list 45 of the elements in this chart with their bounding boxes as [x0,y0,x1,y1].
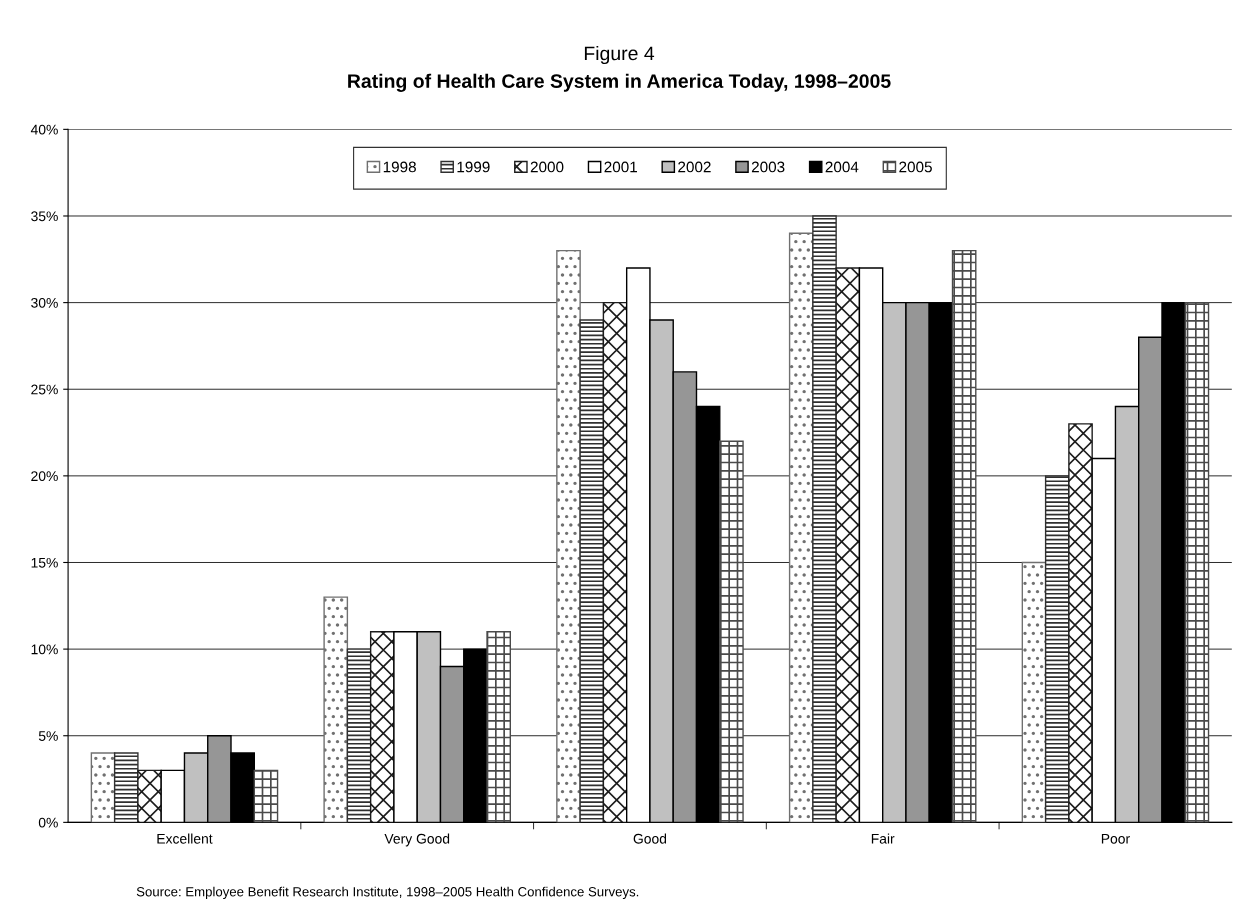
y-tick-label: 10% [31,644,58,655]
bar [556,249,581,823]
bar [346,648,372,823]
x-tick-label: Poor [1101,833,1130,844]
y-tick-label: 40% [30,124,58,135]
legend-label: 2002 [678,161,711,173]
y-tick-label: 30% [31,297,58,308]
legend-label: 2000 [530,161,564,173]
legend-label: 1999 [457,161,490,173]
bar [90,752,116,823]
x-tick-label: Excellent [157,833,213,844]
bar [579,319,605,823]
chart-title: Figure 4 [584,45,655,65]
bar [113,752,139,823]
x-tick-label: Very Good [384,833,450,847]
bar [137,769,162,823]
y-tick-label: 35% [31,211,58,222]
x-tick-label: Good [633,833,667,844]
bar [486,631,511,823]
bar [951,249,977,823]
bar [369,631,395,823]
bar [812,215,837,823]
chart-subtitle: Rating of Health Care System in America Today, 1998–2005 [348,73,891,92]
bar [1044,475,1070,823]
y-tick-label: 0% [38,817,58,828]
bar [323,596,349,823]
y-tick-label: 25% [31,384,58,395]
bar [788,232,814,823]
legend-label: 2004 [825,161,859,173]
source-note: Source: Employee Benefit Research Institute, 1998–2005 Health Confidence Surveys. [136,886,639,900]
legend-label: 2005 [899,161,932,173]
y-tick-label: 5% [38,731,58,741]
legend-label: 2003 [751,161,785,173]
bar [1184,301,1210,823]
bar [602,301,628,823]
legend-label: 1998 [383,161,416,173]
bar [719,440,744,823]
bar [1068,423,1093,823]
bar [835,267,861,823]
bar [1021,561,1047,823]
y-tick-label: 20% [31,471,58,482]
x-tick-label: Fair [871,833,895,844]
y-tick-label: 15% [31,557,58,568]
legend-label: 2001 [604,161,637,173]
bar [253,769,279,823]
